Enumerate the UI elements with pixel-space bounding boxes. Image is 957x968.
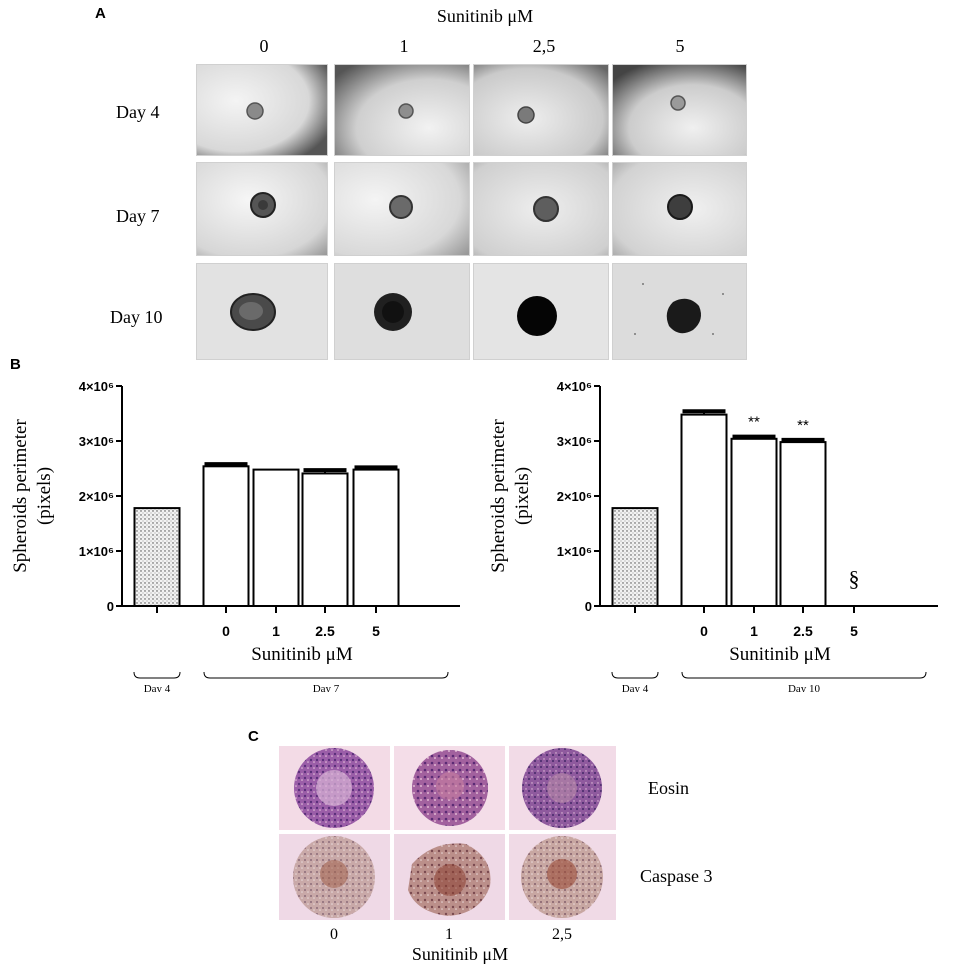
spheroid-image-day7-0 (196, 162, 328, 256)
panel-c-col-label-1: 1 (445, 926, 453, 943)
bar-4 (352, 468, 400, 607)
spheroid-image-day4-0 (196, 64, 328, 156)
x-tick-label-2: 1 (272, 623, 280, 639)
panel-b-letter: B (10, 356, 21, 373)
y-tick-label: 2×10⁶ (557, 489, 592, 504)
bar-3 (301, 472, 349, 607)
panel-a-letter: A (95, 5, 106, 22)
bar-1 (202, 465, 250, 607)
spheroid-image-day4-3 (612, 64, 747, 156)
histology-eosin-1 (394, 746, 505, 830)
y-tick-label: 0 (585, 599, 592, 614)
x-tick-label-2: 1 (750, 623, 758, 639)
y-axis-label: Spheroids perimeter (488, 419, 509, 573)
x-tick-label-4: 5 (372, 623, 380, 639)
histology-caspase3-1 (394, 834, 505, 920)
bar-2 (252, 468, 300, 607)
y-tick-label: 4×10⁶ (557, 379, 592, 394)
x-axis-label: Sunitinib μM (729, 644, 831, 665)
bar-0 (133, 507, 181, 608)
x-axis-label: Sunitinib μM (251, 644, 353, 665)
panel-a-col-label-2: 2,5 (532, 36, 556, 56)
spheroid-image-day4-2 (473, 64, 609, 156)
group-bracket-0 (133, 671, 181, 679)
group-bracket-1 (681, 671, 927, 679)
bar-1 (680, 413, 728, 607)
histology-caspase3-0 (279, 834, 390, 920)
panel-a-col-label-0: 0 (259, 36, 269, 56)
panel-a-title: Sunitinib μM (436, 6, 534, 26)
panel-c-xlabel: Sunitinib μM (411, 944, 509, 964)
panel-c-col-label-2: 2,5 (552, 926, 572, 943)
panel-a-row-label-day10: Day 10 (110, 307, 163, 327)
panel-a-col-label-1: 1 (399, 36, 409, 56)
panel-c-col-label-0: 0 (330, 926, 338, 943)
y-tick-label: 4×10⁶ (79, 379, 114, 394)
y-tick-label: 3×10⁶ (557, 434, 592, 449)
spheroid-image-day7-2 (473, 162, 609, 256)
panel-c-row-label-eosin: Eosin (648, 778, 690, 798)
panel-a-row-label-day7: Day 7 (116, 206, 160, 226)
group-bracket-1 (203, 671, 449, 679)
chart-day7: 0 1×10⁶ 2×10⁶ 3×10⁶ 4×10⁶ Spheroids perimeter… (10, 379, 460, 692)
panel-c-row-label-caspase3: Caspase 3 (640, 866, 713, 886)
group-label-1: Day 10 (788, 683, 821, 692)
spheroid-image-day10-3 (612, 263, 747, 360)
spheroid-image-day7-1 (334, 162, 470, 256)
bar-annotation-4: § (849, 566, 860, 591)
y-tick-label: 1×10⁶ (557, 544, 592, 559)
group-label-0: Day 4 (622, 683, 649, 692)
panel-a-row-label-day4: Day 4 (116, 102, 160, 122)
bar-2 (730, 437, 778, 607)
group-label-1: Day 7 (313, 683, 340, 692)
y-axis-label: Spheroids perimeter (10, 419, 31, 573)
y-tick-label: 3×10⁶ (79, 434, 114, 449)
spheroid-image-day10-0 (196, 263, 328, 360)
x-tick-label-4: 5 (850, 623, 858, 639)
x-tick-label-3: 2.5 (793, 623, 813, 639)
spheroid-image-day4-1 (334, 64, 470, 156)
histology-caspase3-2 (509, 834, 616, 920)
bar-annotation-3: ** (797, 417, 809, 434)
chart-day10: 0 1×10⁶ 2×10⁶ 3×10⁶ 4×10⁶ Spheroids perimeter… (488, 379, 938, 692)
x-tick-label-1: 0 (222, 623, 230, 639)
group-bracket-0 (611, 671, 659, 679)
y-tick-label: 1×10⁶ (79, 544, 114, 559)
histology-eosin-0 (279, 746, 390, 830)
bar-annotation-2: ** (748, 414, 760, 431)
bar-0 (611, 507, 659, 608)
x-tick-label-1: 0 (700, 623, 708, 639)
spheroid-image-day10-1 (334, 263, 470, 360)
histology-eosin-2 (509, 746, 616, 830)
y-tick-label: 0 (107, 599, 114, 614)
panel-c-letter: C (248, 728, 259, 745)
bar-3 (779, 441, 827, 607)
y-axis-label-unit: (pixels) (512, 467, 533, 525)
spheroid-image-day10-2 (473, 263, 609, 360)
group-label-0: Day 4 (144, 683, 171, 692)
spheroid-image-day7-3 (612, 162, 747, 256)
panel-a-col-label-3: 5 (675, 36, 685, 56)
x-tick-label-3: 2.5 (315, 623, 335, 639)
y-axis-label-unit: (pixels) (34, 467, 55, 525)
y-tick-label: 2×10⁶ (79, 489, 114, 504)
